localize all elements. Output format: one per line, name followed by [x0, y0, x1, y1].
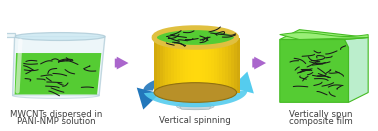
Polygon shape — [208, 37, 212, 92]
Text: MWCNTs dispersed in: MWCNTs dispersed in — [10, 110, 102, 119]
Polygon shape — [200, 37, 203, 92]
Polygon shape — [191, 37, 195, 92]
FancyArrow shape — [115, 57, 129, 69]
Polygon shape — [231, 72, 254, 94]
Polygon shape — [180, 37, 183, 92]
Polygon shape — [183, 37, 186, 92]
Polygon shape — [143, 74, 247, 91]
Polygon shape — [160, 37, 164, 92]
Polygon shape — [217, 37, 220, 92]
Polygon shape — [280, 30, 368, 39]
Polygon shape — [163, 37, 166, 92]
Polygon shape — [237, 37, 240, 92]
Polygon shape — [185, 37, 189, 92]
Polygon shape — [154, 37, 158, 92]
Ellipse shape — [177, 103, 214, 110]
Polygon shape — [197, 37, 200, 92]
Text: PANI-NMP solution: PANI-NMP solution — [17, 117, 95, 126]
Polygon shape — [15, 53, 101, 94]
Polygon shape — [228, 37, 232, 92]
Polygon shape — [12, 37, 105, 95]
Polygon shape — [177, 37, 181, 92]
Polygon shape — [203, 37, 206, 92]
Ellipse shape — [154, 28, 237, 47]
Polygon shape — [222, 37, 226, 92]
Ellipse shape — [12, 92, 99, 98]
Polygon shape — [211, 37, 215, 92]
Polygon shape — [280, 39, 349, 102]
Polygon shape — [231, 37, 235, 92]
Polygon shape — [225, 37, 229, 92]
Text: Vertically spun: Vertically spun — [289, 110, 353, 119]
Polygon shape — [171, 37, 175, 92]
Polygon shape — [188, 37, 192, 92]
Polygon shape — [180, 106, 211, 109]
FancyArrow shape — [252, 57, 266, 69]
Ellipse shape — [15, 33, 105, 40]
Polygon shape — [280, 33, 368, 39]
Polygon shape — [144, 91, 247, 107]
Polygon shape — [166, 37, 169, 92]
Text: Vertical spinning: Vertical spinning — [160, 116, 231, 125]
Ellipse shape — [154, 83, 237, 102]
Polygon shape — [157, 37, 161, 92]
Polygon shape — [220, 37, 223, 92]
Text: composite film: composite film — [289, 117, 353, 126]
Polygon shape — [194, 37, 198, 92]
Polygon shape — [345, 37, 368, 102]
Polygon shape — [214, 37, 218, 92]
Polygon shape — [5, 33, 15, 37]
Polygon shape — [168, 37, 172, 92]
Polygon shape — [205, 37, 209, 92]
Polygon shape — [137, 88, 160, 110]
Polygon shape — [174, 37, 178, 92]
Polygon shape — [234, 37, 237, 92]
